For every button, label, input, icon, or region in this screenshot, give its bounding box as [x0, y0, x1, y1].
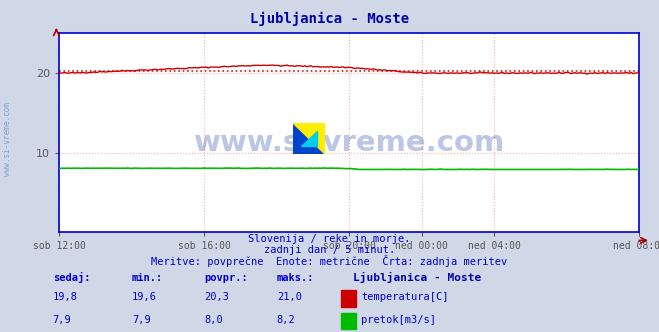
- Text: pretok[m3/s]: pretok[m3/s]: [361, 315, 436, 325]
- Bar: [341, 290, 356, 307]
- Text: 7,9: 7,9: [53, 315, 71, 325]
- Text: 8,0: 8,0: [204, 315, 223, 325]
- Text: temperatura[C]: temperatura[C]: [361, 292, 449, 302]
- Text: 19,8: 19,8: [53, 292, 78, 302]
- Text: Meritve: povprečne  Enote: metrične  Črta: zadnja meritev: Meritve: povprečne Enote: metrične Črta:…: [152, 255, 507, 267]
- Text: 21,0: 21,0: [277, 292, 302, 302]
- Text: Slovenija / reke in morje.: Slovenija / reke in morje.: [248, 234, 411, 244]
- Text: www.si-vreme.com: www.si-vreme.com: [194, 129, 505, 157]
- Text: min.:: min.:: [132, 273, 163, 283]
- Text: povpr.:: povpr.:: [204, 273, 248, 283]
- Text: 20,3: 20,3: [204, 292, 229, 302]
- Text: zadnji dan / 5 minut.: zadnji dan / 5 minut.: [264, 245, 395, 255]
- Text: Ljubljanica - Moste: Ljubljanica - Moste: [353, 272, 481, 283]
- Text: maks.:: maks.:: [277, 273, 314, 283]
- Polygon shape: [293, 123, 325, 154]
- Text: sedaj:: sedaj:: [53, 272, 90, 283]
- Text: Ljubljanica - Moste: Ljubljanica - Moste: [250, 12, 409, 26]
- Text: 8,2: 8,2: [277, 315, 295, 325]
- Bar: [341, 313, 356, 329]
- Text: 19,6: 19,6: [132, 292, 157, 302]
- Polygon shape: [293, 123, 325, 154]
- Polygon shape: [301, 131, 317, 146]
- Text: 7,9: 7,9: [132, 315, 150, 325]
- Text: www.si-vreme.com: www.si-vreme.com: [3, 103, 13, 176]
